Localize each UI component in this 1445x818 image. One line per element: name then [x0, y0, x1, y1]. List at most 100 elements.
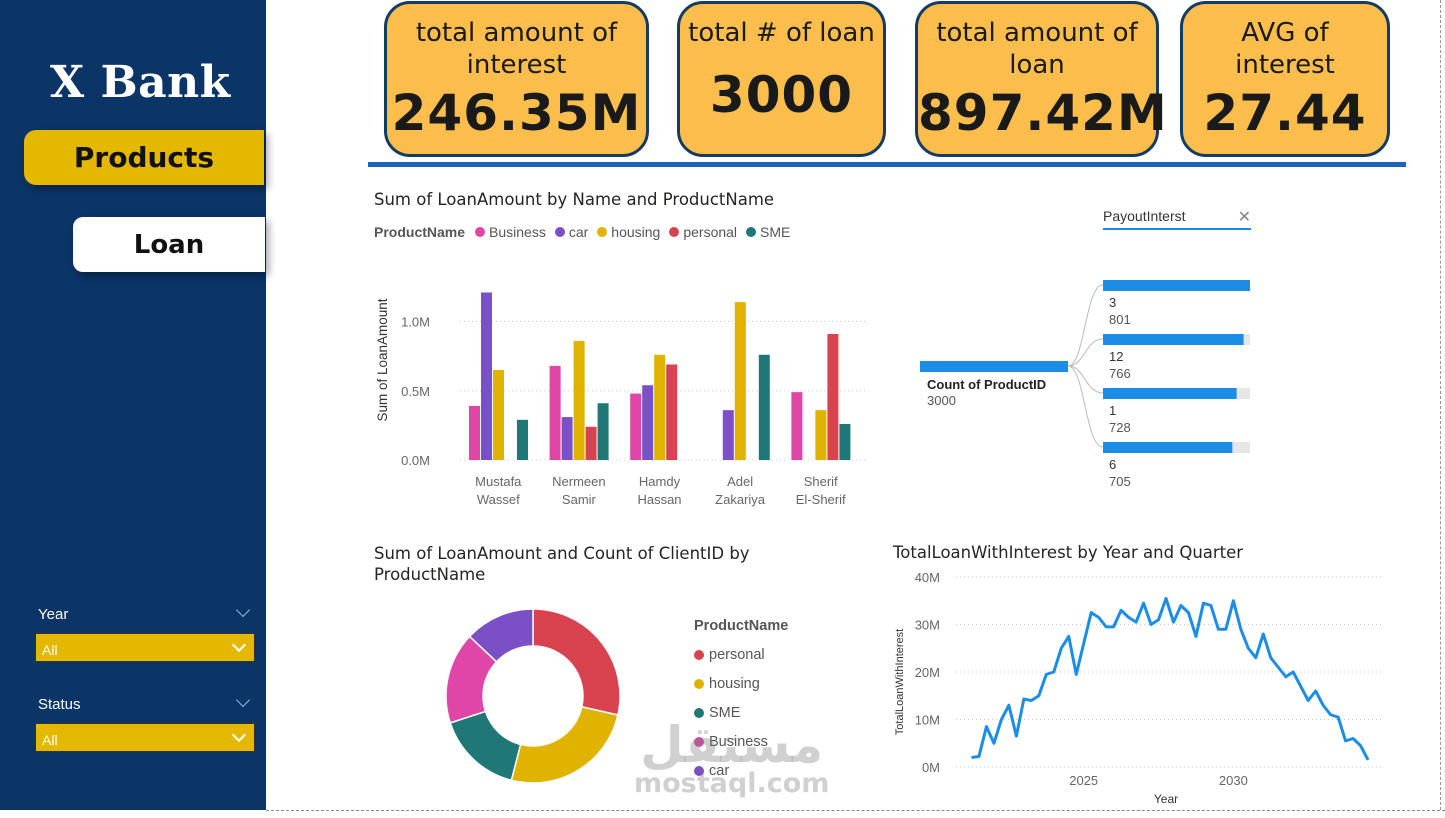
kpi-card-loan-count: total # of loan 3000 — [677, 1, 886, 157]
decomp-node-bar[interactable] — [1103, 388, 1237, 399]
bar-SME[interactable] — [597, 403, 609, 460]
bar-chart-legend: ProductName Business car housing personal SM… — [374, 224, 793, 240]
bar-Business[interactable] — [469, 406, 480, 460]
legend-item[interactable]: housing — [597, 224, 660, 240]
kpi-value: 27.44 — [1203, 84, 1367, 142]
donut-slice-housing[interactable] — [510, 706, 619, 784]
y-axis-label: TotalLoanWithInterest — [894, 629, 906, 735]
bar-chart-title: Sum of LoanAmount by Name and ProductNam… — [374, 190, 775, 209]
bar-personal[interactable] — [585, 426, 597, 460]
legend-item[interactable]: Business — [694, 727, 788, 756]
bar-car[interactable] — [561, 417, 573, 460]
bar-SME[interactable] — [517, 419, 528, 460]
bar-Business[interactable] — [791, 392, 803, 460]
legend-item[interactable]: SME — [694, 698, 788, 727]
legend-title: ProductName — [694, 618, 789, 634]
bar-car[interactable] — [722, 410, 734, 460]
bar-housing[interactable] — [493, 370, 504, 460]
decomp-root-value: 3000 — [927, 393, 956, 408]
line-series[interactable] — [971, 596, 1370, 761]
y-tick-label: 40M — [915, 570, 940, 585]
kpi-title: total amount of loan — [936, 18, 1138, 80]
decomp-node-label: 3 — [1109, 295, 1116, 310]
status-filter-select[interactable]: All — [35, 723, 255, 752]
decomp-tree-header: PayoutInterst ✕ — [1103, 208, 1251, 230]
bar-Business[interactable] — [630, 393, 642, 460]
legend-item[interactable]: personal — [669, 224, 737, 240]
canvas-border-bottom — [266, 810, 1445, 811]
donut-slice-SME[interactable] — [449, 710, 522, 782]
line-chart: 0M 10M 20M 30M 40M 2025 2030 Year TotalLoanWithI… — [894, 570, 1383, 806]
legend-dot-icon — [669, 227, 680, 237]
donut-slice-personal[interactable] — [532, 608, 621, 716]
bar-housing[interactable] — [654, 354, 666, 460]
bar-car[interactable] — [642, 385, 654, 460]
nav-products-button[interactable]: Products — [24, 130, 264, 185]
legend-dot-icon — [694, 678, 704, 689]
decomp-root-bar[interactable] — [920, 361, 1068, 372]
bar-SME[interactable] — [839, 424, 851, 460]
y-tick-label: 10M — [915, 713, 940, 728]
year-filter-label: Year — [38, 606, 69, 623]
y-tick-label: 20M — [915, 665, 940, 680]
bar-chart: 0.0M 0.5M 1.0M Sum of LoanAmount Mustafa Wass… — [375, 292, 865, 507]
legend-dot-icon — [694, 649, 704, 660]
year-filter-chevron-icon[interactable] — [235, 602, 251, 618]
legend-label: car — [709, 762, 730, 779]
decomp-node-value: 801 — [1109, 312, 1131, 327]
y-tick-label: 0.0M — [401, 453, 430, 468]
kpi-card-total-loan: total amount of loan 897.42M — [915, 1, 1167, 157]
year-filter-select[interactable]: All — [35, 633, 255, 662]
legend-label: Business — [489, 224, 546, 240]
decomp-connector — [1067, 338, 1104, 367]
header-divider — [368, 162, 1406, 167]
legend-item[interactable]: Business — [475, 224, 546, 240]
donut-chart-title: Sum of LoanAmount and Count of ClientID … — [374, 544, 750, 584]
line-chart-title: TotalLoanWithInterest by Year and Quarte… — [893, 543, 1244, 562]
legend-item[interactable]: car — [554, 224, 588, 240]
decomp-node-label: 6 — [1109, 457, 1116, 472]
legend-label: SME — [760, 224, 791, 240]
x-tick-label: Hassan — [637, 492, 681, 507]
y-tick-label: 0.5M — [401, 384, 430, 399]
bar-SME[interactable] — [758, 354, 770, 460]
x-tick-label: Hamdy — [639, 474, 681, 489]
decomp-connector — [1067, 365, 1104, 448]
status-filter-label: Status — [38, 696, 81, 713]
legend-item[interactable]: car — [694, 756, 788, 785]
bar-Business[interactable] — [549, 365, 561, 460]
x-tick-label: Adel — [727, 474, 753, 489]
kpi-card-total-interest: total amount of interest 246.35M — [384, 1, 649, 157]
bar-personal[interactable] — [827, 334, 839, 460]
kpi-value: 246.35M — [391, 84, 642, 142]
watermark-logo: مستقل mostaql.com — [634, 716, 830, 799]
decomp-node-bar[interactable] — [1103, 442, 1233, 453]
legend-dot-icon — [554, 227, 565, 237]
bar-housing[interactable] — [734, 302, 746, 460]
close-icon[interactable]: ✕ — [1237, 209, 1251, 226]
decomp-connector — [1067, 284, 1104, 367]
nav-loan-button[interactable]: Loan — [73, 217, 265, 272]
chevron-down-icon — [231, 727, 247, 743]
legend-label: housing — [611, 224, 661, 240]
legend-item[interactable]: SME — [746, 224, 790, 240]
decomp-node-bar[interactable] — [1103, 334, 1244, 345]
x-tick-label: Nermeen — [552, 474, 605, 489]
x-tick-label: Mustafa — [475, 474, 522, 489]
status-filter-chevron-icon[interactable] — [235, 692, 251, 708]
bar-housing[interactable] — [815, 410, 827, 460]
year-filter-value: All — [42, 642, 58, 658]
donut-chart-legend: ProductName personal housing SME Business ca… — [694, 618, 788, 785]
chevron-down-icon — [231, 637, 247, 653]
donut-slice-car[interactable] — [468, 608, 534, 663]
x-tick-label: Samir — [562, 492, 597, 507]
legend-item[interactable]: personal — [694, 640, 788, 669]
decomp-node-bar[interactable] — [1103, 280, 1250, 291]
legend-item[interactable]: housing — [694, 669, 788, 698]
kpi-title: total # of loan — [688, 18, 875, 48]
bar-housing[interactable] — [573, 340, 585, 460]
bar-car[interactable] — [481, 292, 492, 460]
bar-personal[interactable] — [666, 364, 678, 460]
